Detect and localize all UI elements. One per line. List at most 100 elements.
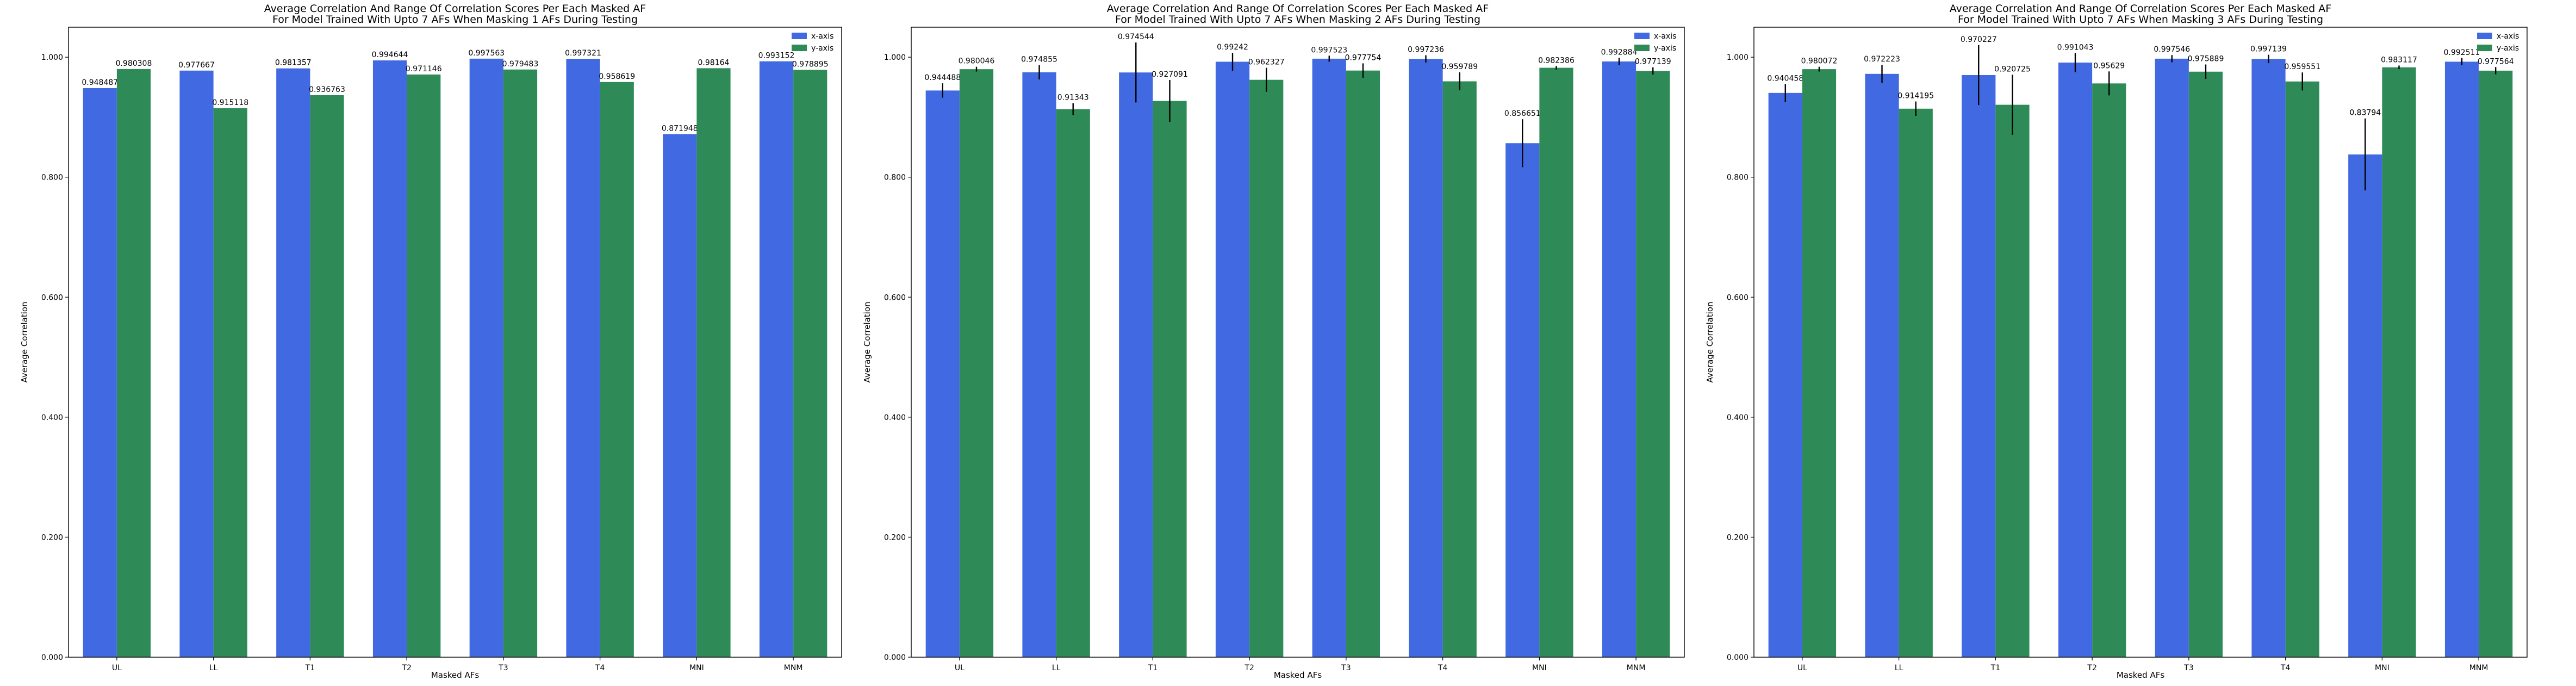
data-label: 0.936763 (309, 85, 345, 94)
bar-x-axis-T1 (276, 68, 310, 658)
bar-x-axis-T2 (372, 60, 407, 657)
data-label: 0.915118 (212, 98, 248, 107)
bar-x-axis-LL (179, 70, 214, 658)
x-tick-label: MNM (1627, 664, 1646, 672)
bar-y-axis-T1 (1995, 104, 2030, 658)
bar-x-axis-MNI (2348, 154, 2382, 657)
y-tick-label: 0.200 (1727, 533, 1749, 542)
data-label: 0.974855 (1021, 55, 1057, 64)
legend-swatch-x-axis (1634, 33, 1650, 39)
y-axis-label: Average Correlation (20, 301, 29, 382)
bar-y-axis-MNM (1636, 71, 1670, 658)
data-label: 0.959551 (2284, 63, 2320, 71)
x-tick-label: T3 (2183, 664, 2193, 672)
data-label: 0.997563 (468, 49, 505, 58)
data-label: 0.994644 (372, 51, 408, 59)
bar-x-axis-MNM (759, 61, 794, 658)
data-label: 0.997523 (1311, 46, 1347, 54)
x-axis-label: Masked AFs (2117, 670, 2165, 680)
chart-title: Average Correlation And Range Of Correla… (264, 3, 646, 15)
bar-y-axis-MNI (1539, 67, 1573, 657)
bar-x-axis-UL (1768, 92, 1802, 657)
y-tick-label: 0.400 (1727, 413, 1749, 422)
data-label: 0.977139 (1635, 58, 1671, 66)
bar-y-axis-T4 (2285, 81, 2319, 657)
y-tick-label: 0.400 (884, 413, 906, 422)
legend-label: y-axis (1654, 44, 1676, 53)
data-label: 0.970227 (1961, 35, 1997, 44)
bar-y-axis-MNI (2382, 67, 2416, 657)
bar-y-axis-T1 (310, 95, 344, 657)
legend-swatch-x-axis (792, 33, 807, 39)
chart-subtitle: For Model Trained With Upto 7 AFs When M… (272, 14, 638, 26)
data-label: 0.959789 (1441, 63, 1478, 71)
data-label: 0.980072 (1801, 57, 1838, 66)
y-tick-label: 1.000 (1727, 53, 1749, 62)
bar-y-axis-LL (1899, 108, 1933, 658)
bar-y-axis-UL (959, 69, 994, 657)
bar-x-axis-T1 (1962, 75, 1996, 657)
bar-y-axis-T1 (1153, 101, 1187, 657)
axes-frame (68, 27, 842, 658)
bar-y-axis-LL (1056, 109, 1090, 658)
data-label: 0.974544 (1118, 33, 1154, 41)
data-label: 0.977667 (178, 61, 215, 70)
data-label: 0.83794 (2349, 109, 2381, 118)
data-label: 0.975889 (2188, 54, 2224, 63)
data-label: 0.971146 (406, 65, 442, 73)
data-label: 0.978895 (792, 60, 829, 69)
y-tick-label: 1.000 (884, 53, 906, 62)
bar-y-axis-T2 (2092, 83, 2126, 657)
bar-x-axis-UL (83, 88, 117, 657)
y-axis-label: Average Correlation (862, 301, 872, 382)
bar-x-axis-MNI (1505, 143, 1540, 657)
data-label: 0.940458 (1767, 74, 1803, 83)
bar-x-axis-MNM (2444, 61, 2479, 658)
legend-label: x-axis (1654, 32, 1676, 41)
bar-x-axis-T1 (1119, 72, 1153, 658)
bar-x-axis-T4 (1409, 59, 1443, 657)
x-tick-label: T2 (1244, 664, 1254, 672)
x-tick-label: UL (1797, 664, 1807, 672)
legend: x-axis y-axis (2477, 32, 2519, 53)
x-tick-label: UL (112, 664, 122, 672)
bar-x-axis-T4 (2251, 59, 2286, 658)
bar-x-axis-T3 (2155, 58, 2189, 658)
data-label: 0.992511 (2444, 48, 2480, 57)
data-label: 0.958619 (599, 72, 635, 81)
x-tick-label: T1 (305, 664, 315, 672)
y-tick-label: 1.000 (41, 53, 63, 62)
x-tick-label: UL (955, 664, 965, 672)
x-tick-label: T4 (1438, 664, 1448, 672)
bar-y-axis-MNM (793, 70, 827, 657)
x-tick-label: T2 (401, 664, 411, 672)
legend-label: x-axis (811, 32, 833, 41)
data-label: 0.993152 (758, 52, 795, 60)
legend-swatch-y-axis (2477, 45, 2492, 51)
data-label: 0.871948 (662, 124, 698, 133)
bar-x-axis-T2 (2058, 63, 2093, 658)
legend-label: y-axis (2497, 44, 2519, 53)
bar-y-axis-UL (116, 69, 151, 657)
axes-frame (911, 27, 1685, 658)
y-tick-label: 0.600 (1727, 293, 1749, 302)
axes-frame (1753, 27, 2528, 658)
data-label: 0.997546 (2154, 45, 2190, 54)
data-label: 0.997139 (2250, 45, 2287, 54)
data-label: 0.992884 (1601, 48, 1638, 57)
y-tick-label: 0.800 (1727, 174, 1749, 182)
data-label: 0.944488 (924, 73, 961, 82)
data-label: 0.95629 (2093, 61, 2125, 70)
bar-y-axis-LL (213, 108, 247, 657)
chart-panel-2: Average Correlation And Range Of Correla… (862, 3, 1685, 680)
y-tick-label: 0.600 (41, 293, 63, 302)
chart-subtitle: For Model Trained With Upto 7 AFs When M… (1958, 14, 2323, 26)
data-label: 0.856651 (1504, 109, 1541, 118)
x-tick-label: MNM (2469, 664, 2488, 672)
data-label: 0.979483 (502, 60, 539, 69)
bar-x-axis-T4 (566, 59, 600, 657)
data-label: 0.982386 (1538, 56, 1575, 65)
bar-y-axis-T3 (2188, 71, 2223, 657)
bar-y-axis-T4 (600, 82, 634, 658)
y-axis-label: Average Correlation (1705, 301, 1715, 382)
